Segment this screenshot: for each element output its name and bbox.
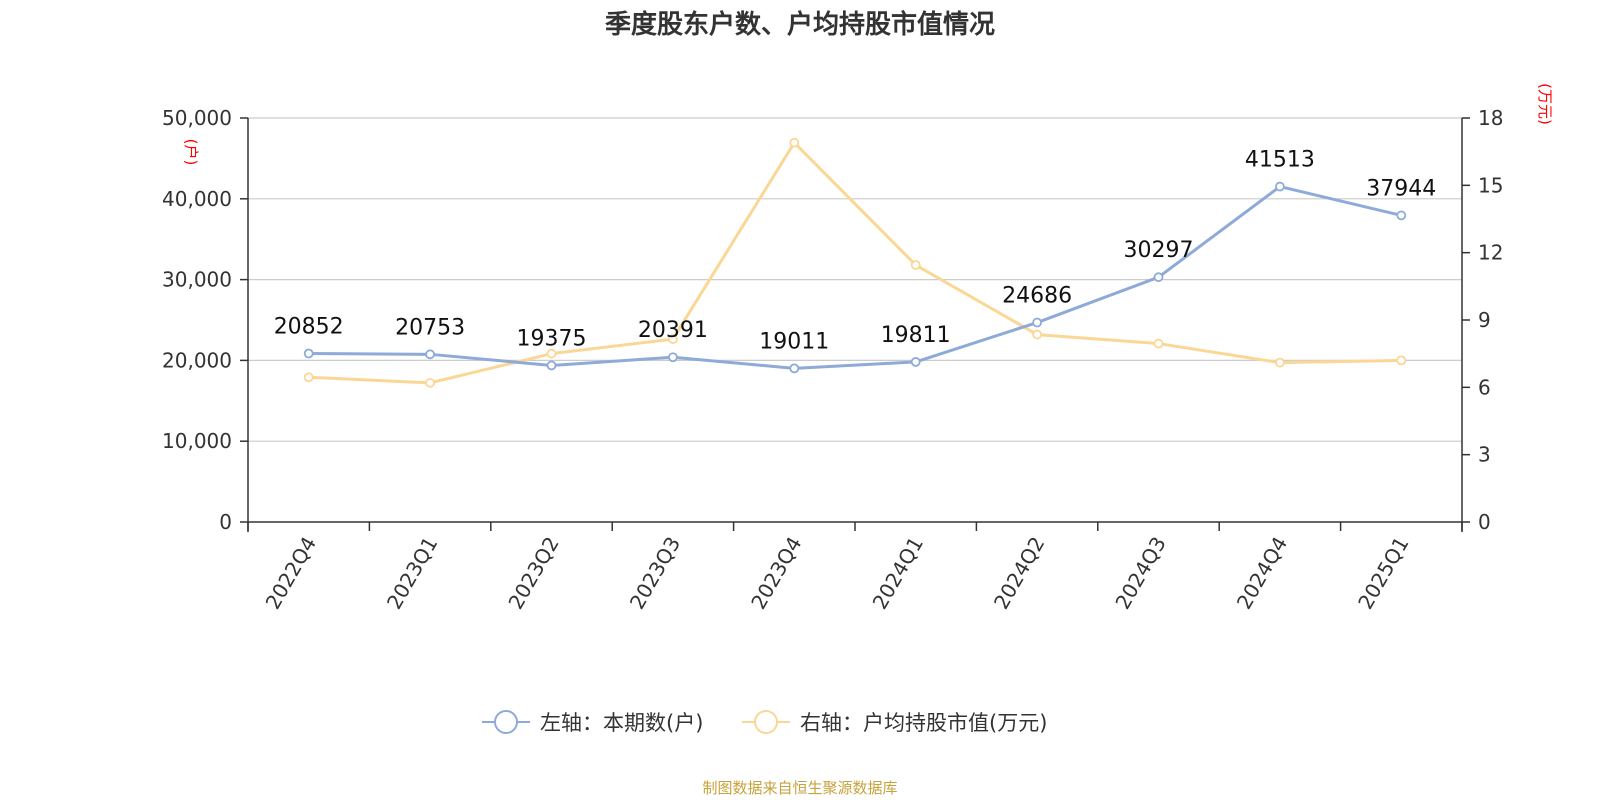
series-line-left (308, 185, 1402, 370)
data-point-left (910, 357, 921, 367)
data-label: 19375 (517, 326, 587, 351)
data-point-right (546, 348, 557, 359)
data-label: 24686 (1002, 284, 1072, 309)
x-tick-label: 2024Q3 (1110, 533, 1170, 614)
data-point-left (1153, 272, 1164, 283)
data-label: 30297 (1124, 238, 1194, 263)
legend-marker-left (494, 710, 518, 734)
x-tick-label: 2025Q1 (1353, 533, 1413, 614)
data-point-right (1153, 338, 1164, 349)
data-point-right (668, 334, 678, 344)
data-point-left (1275, 181, 1285, 192)
left-axis-unit: (户) (182, 139, 200, 166)
left-tick-label: 30,000 (162, 268, 232, 292)
data-point-right (303, 372, 314, 383)
source-note: 制图数据来自恒生聚源数据库 (702, 779, 897, 797)
data-label: 20753 (395, 315, 465, 340)
left-tick-label: 20,000 (162, 348, 232, 372)
legend-label: 右轴：户均持股市值(万元) (800, 711, 1047, 735)
x-tick-label: 2022Q4 (261, 533, 321, 614)
right-tick-label: 15 (1478, 173, 1503, 197)
right-tick-label: 3 (1478, 443, 1491, 467)
data-point-right (1396, 355, 1407, 366)
data-point-right (910, 260, 921, 270)
series-line-right (308, 141, 1402, 385)
data-point-left (425, 349, 436, 360)
data-point-left (668, 352, 678, 363)
data-point-right (425, 377, 436, 388)
legend-marker-right (754, 710, 778, 734)
x-tick-label: 2023Q1 (382, 533, 442, 614)
data-label: 19011 (759, 329, 829, 354)
left-tick-label: 50,000 (162, 106, 232, 130)
data-label: 20852 (274, 315, 344, 340)
chart-title: 季度股东户数、户均持股市值情况 (605, 9, 995, 40)
data-label: 37944 (1366, 176, 1436, 201)
data-label: 20391 (638, 318, 708, 343)
data-point-left (789, 363, 800, 374)
right-tick-label: 9 (1478, 308, 1491, 332)
x-tick-label: 2024Q4 (1232, 533, 1292, 614)
left-tick-label: 0 (219, 510, 232, 534)
data-point-left (1032, 317, 1042, 328)
right-axis-unit: (万元) (1536, 83, 1554, 125)
data-point-left (1396, 210, 1407, 221)
right-tick-label: 12 (1478, 241, 1503, 265)
data-point-right (1275, 357, 1285, 368)
legend[interactable]: 左轴：本期数(户) 右轴：户均持股市值(万元) (482, 710, 1047, 735)
x-tick-label: 2023Q2 (503, 533, 563, 614)
right-tick-label: 6 (1478, 375, 1491, 399)
data-point-right (1032, 329, 1042, 340)
data-point-left (303, 348, 314, 359)
x-tick-label: 2023Q3 (625, 533, 685, 614)
data-label: 41513 (1245, 148, 1315, 173)
data-point-left (546, 360, 557, 371)
data-point-right (789, 137, 800, 148)
right-tick-label: 18 (1478, 106, 1503, 130)
right-tick-label: 0 (1478, 510, 1491, 534)
x-tick-label: 2023Q4 (746, 533, 806, 614)
x-tick-label: 2024Q1 (868, 533, 928, 614)
x-tick-label: 2024Q2 (989, 533, 1049, 614)
series-layer: 20852 20753 19375 20391 19011 19811 24686 30297… (274, 137, 1436, 388)
legend-label: 左轴：本期数(户) (540, 711, 703, 735)
left-tick-label: 40,000 (162, 187, 232, 211)
data-label: 19811 (881, 323, 951, 348)
left-tick-label: 10,000 (162, 429, 232, 453)
